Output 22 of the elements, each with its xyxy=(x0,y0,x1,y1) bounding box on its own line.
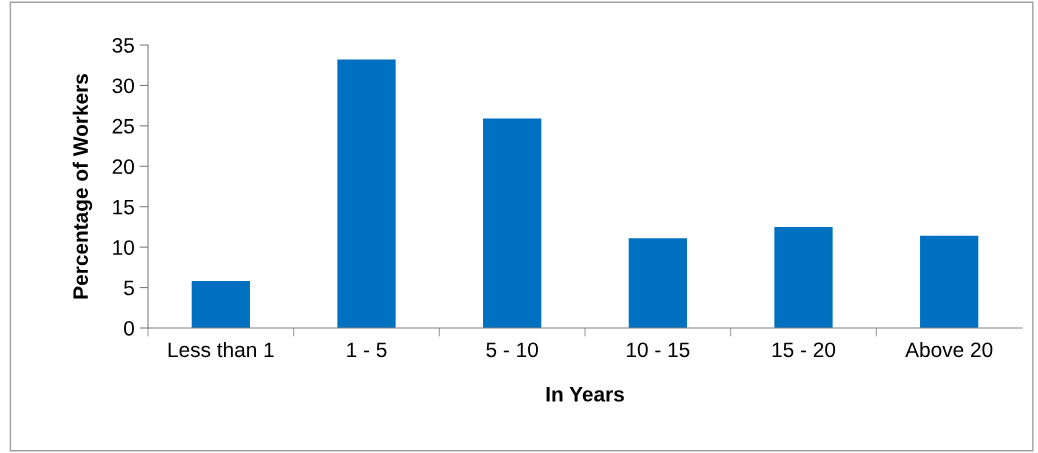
y-tick-label: 10 xyxy=(113,240,134,255)
bar xyxy=(774,226,833,328)
bar xyxy=(920,235,979,328)
bar xyxy=(483,118,542,328)
y-tick-label: 25 xyxy=(112,118,134,134)
y-tick-label: 0 xyxy=(124,321,134,336)
y-tick-label: 15 xyxy=(113,199,134,215)
x-tick-label: 5 - 10 xyxy=(486,342,538,358)
y-tick-label: 20 xyxy=(112,159,134,175)
bar xyxy=(337,59,396,328)
x-axis-title: In Years xyxy=(546,387,624,402)
y-tick-label: 35 xyxy=(112,38,134,53)
y-axis-title: Percentage of Workers xyxy=(72,74,93,299)
x-tick-label: Above 20 xyxy=(905,341,993,358)
x-tick-label: Less than 1 xyxy=(168,341,274,358)
bar xyxy=(191,281,250,328)
y-tick-label: 30 xyxy=(112,78,134,94)
y-tick-label: 5 xyxy=(124,280,134,296)
bar xyxy=(628,238,687,328)
x-tick-label: 15 - 20 xyxy=(772,342,836,358)
x-tick-label: 1 - 5 xyxy=(347,342,387,358)
x-tick-label: 10 - 15 xyxy=(627,342,690,358)
